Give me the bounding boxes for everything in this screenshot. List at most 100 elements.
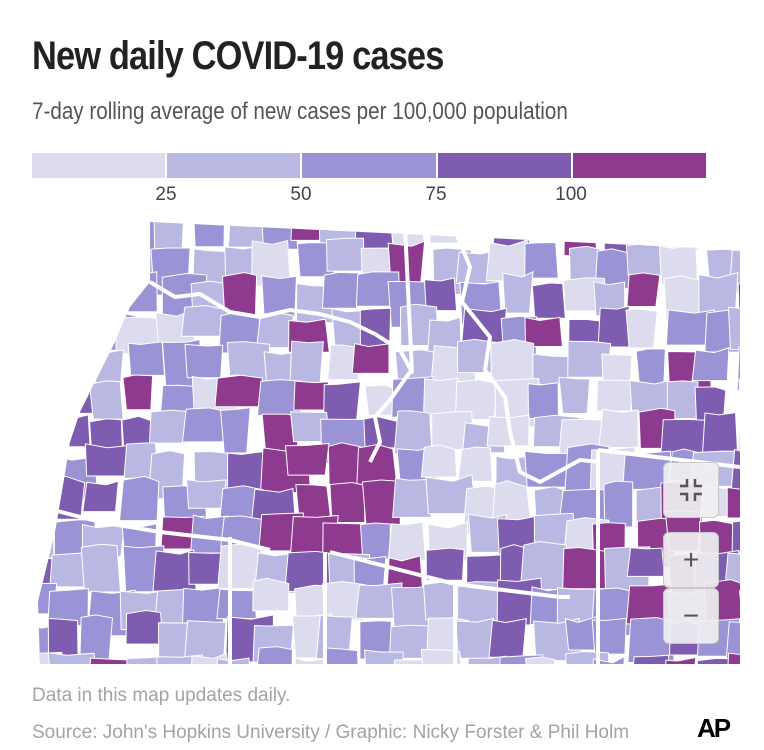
county-shape[interactable] [488,617,527,658]
zoom-in-button[interactable]: + [663,532,719,588]
county-shape[interactable] [125,656,174,664]
county-shape[interactable] [122,374,154,411]
county-shape[interactable] [184,620,227,660]
county-shape[interactable] [596,379,635,412]
county-shape[interactable] [193,222,226,248]
county-shape[interactable] [24,244,57,279]
county-shape[interactable] [156,654,204,664]
county-shape[interactable] [420,444,458,478]
county-shape[interactable] [327,442,362,489]
county-shape[interactable] [736,346,740,392]
county-shape[interactable] [497,654,544,664]
county-shape[interactable] [591,655,625,664]
county-shape[interactable] [730,448,740,492]
county-choropleth-map[interactable] [0,222,740,664]
county-shape[interactable] [558,376,591,414]
county-shape[interactable] [82,246,128,279]
county-shape[interactable] [387,521,427,561]
county-shape[interactable] [285,442,330,476]
county-shape[interactable] [593,281,626,317]
county-shape[interactable] [216,588,257,620]
county-shape[interactable] [523,222,557,241]
county-shape[interactable] [87,269,120,306]
county-shape[interactable] [725,620,740,664]
county-shape[interactable] [261,275,297,318]
county-shape[interactable] [20,222,55,247]
county-shape[interactable] [15,410,55,445]
county-shape[interactable] [724,551,740,585]
county-shape[interactable] [16,451,53,499]
county-shape[interactable] [626,547,665,577]
county-shape[interactable] [50,308,85,344]
county-shape[interactable] [491,480,532,523]
county-shape[interactable] [731,519,740,553]
county-shape[interactable] [254,646,293,664]
county-shape[interactable] [359,522,391,560]
county-shape[interactable] [698,271,739,316]
county-shape[interactable] [186,479,227,509]
county-shape[interactable] [45,414,91,448]
county-shape[interactable] [54,344,100,387]
county-shape[interactable] [701,412,739,459]
county-shape[interactable] [524,241,559,279]
county-shape[interactable] [631,654,672,664]
county-shape[interactable] [531,282,566,319]
county-shape[interactable] [88,380,124,420]
county-shape[interactable] [294,657,325,664]
county-shape[interactable] [630,222,681,246]
county-shape[interactable] [80,543,122,593]
county-shape[interactable] [738,375,740,418]
county-shape[interactable] [84,443,127,477]
county-shape[interactable] [20,520,55,559]
county-shape[interactable] [82,480,119,513]
county-shape[interactable] [591,617,627,655]
county-shape[interactable] [467,655,507,664]
county-shape[interactable] [49,279,91,320]
county-shape[interactable] [670,222,702,251]
county-shape[interactable] [625,308,658,349]
county-shape[interactable] [524,656,556,664]
county-shape[interactable] [119,475,160,522]
county-shape[interactable] [16,273,57,308]
county-shape[interactable] [189,652,231,664]
county-shape[interactable] [452,222,498,236]
fullscreen-button[interactable] [663,462,719,518]
county-shape[interactable] [323,647,360,664]
county-shape[interactable] [726,485,740,519]
county-shape[interactable] [50,222,92,247]
county-shape[interactable] [127,341,166,376]
county-shape[interactable] [22,318,55,363]
county-shape[interactable] [289,340,324,386]
county-shape[interactable] [181,407,227,443]
county-shape[interactable] [364,649,404,664]
county-shape[interactable] [664,656,697,664]
county-shape[interactable] [47,652,98,664]
county-shape[interactable] [562,546,611,590]
county-shape[interactable] [658,244,699,285]
county-shape[interactable] [457,446,493,482]
county-shape[interactable] [252,577,290,612]
county-shape[interactable] [125,610,164,645]
county-shape[interactable] [184,343,224,379]
county-shape[interactable] [45,372,95,414]
county-shape[interactable] [524,316,563,347]
county-shape[interactable] [725,650,740,664]
county-shape[interactable] [692,222,731,242]
county-shape[interactable] [220,407,251,454]
county-shape[interactable] [351,343,390,374]
zoom-out-button[interactable]: − [663,588,719,644]
county-shape[interactable] [393,410,433,455]
county-shape[interactable] [727,305,740,351]
county-shape[interactable] [598,408,639,448]
county-shape[interactable] [356,443,398,485]
county-shape[interactable] [502,270,534,314]
county-shape[interactable] [696,657,737,664]
county-shape[interactable] [691,347,730,382]
county-shape[interactable] [82,222,130,253]
map-canvas[interactable] [0,222,740,664]
county-shape[interactable] [737,417,740,455]
county-shape[interactable] [87,657,135,664]
county-shape[interactable] [21,350,71,398]
county-shape[interactable] [425,547,465,581]
county-shape[interactable] [527,382,559,419]
